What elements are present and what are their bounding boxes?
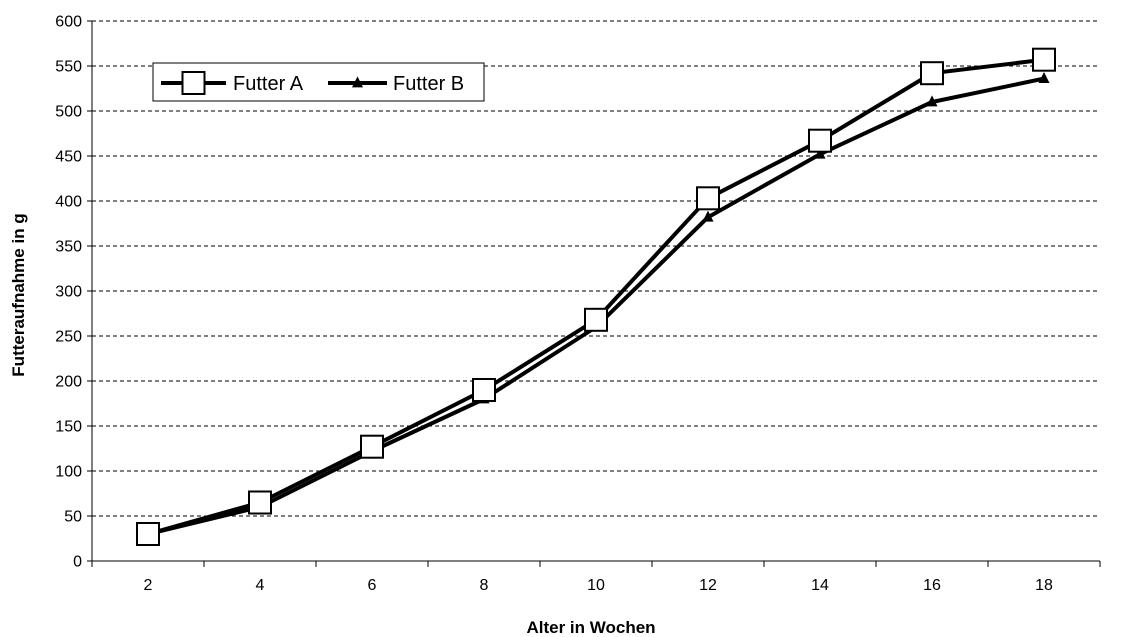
y-tick-label: 500	[55, 104, 82, 121]
y-tick-label: 600	[55, 14, 82, 31]
y-tick-label: 250	[55, 329, 82, 346]
y-tick-label: 100	[55, 464, 82, 481]
y-tick-label: 0	[73, 554, 82, 571]
data-point-square	[920, 61, 944, 86]
legend: Futter A Futter B	[152, 62, 485, 102]
data-point-square	[808, 128, 832, 153]
x-tick-label: 10	[587, 577, 605, 594]
data-point-square	[696, 186, 720, 211]
x-tick-label: 8	[480, 577, 489, 594]
y-tick-label: 150	[55, 419, 82, 436]
x-axis-title: Alter in Wochen	[526, 618, 655, 637]
data-point-triangle	[352, 76, 363, 88]
series-lines	[136, 47, 1056, 546]
series-line-futter-b	[147, 76, 1045, 536]
y-tick-label: 300	[55, 284, 82, 301]
y-tick-label: 50	[64, 509, 82, 526]
legend-label: Futter B	[393, 73, 464, 95]
series-line-futter-a	[147, 57, 1045, 536]
x-tick-label: 4	[256, 577, 265, 594]
legend-label: Futter A	[233, 73, 304, 95]
data-point-square	[248, 490, 272, 515]
y-tick-label: 400	[55, 194, 82, 211]
data-point-square	[1032, 47, 1056, 72]
y-tick-label: 450	[55, 149, 82, 166]
x-tick-label: 16	[923, 577, 941, 594]
x-tick-label: 6	[368, 577, 377, 594]
data-point-square	[181, 71, 206, 95]
y-tick-label: 200	[55, 374, 82, 391]
x-tick-label: 14	[811, 577, 829, 594]
data-point-triangle	[1038, 72, 1050, 83]
x-tick-label: 18	[1035, 577, 1053, 594]
data-point-square	[584, 307, 608, 332]
data-point-triangle	[702, 210, 714, 222]
axes: 0 50 100 150 200 250 300 350 400 450 500 550 600 2 4 6 8…	[55, 14, 1101, 594]
y-axis-title: Futteraufnahme in g	[9, 213, 28, 376]
data-point-triangle	[926, 95, 938, 107]
data-point-triangle	[814, 147, 826, 159]
y-tick-label: 350	[55, 239, 82, 256]
data-point-square	[136, 522, 160, 546]
x-tick-label: 2	[144, 577, 153, 594]
x-tick-label: 12	[699, 577, 717, 594]
data-point-square	[360, 434, 384, 459]
data-point-square	[472, 378, 496, 402]
y-tick-label: 550	[55, 59, 82, 76]
